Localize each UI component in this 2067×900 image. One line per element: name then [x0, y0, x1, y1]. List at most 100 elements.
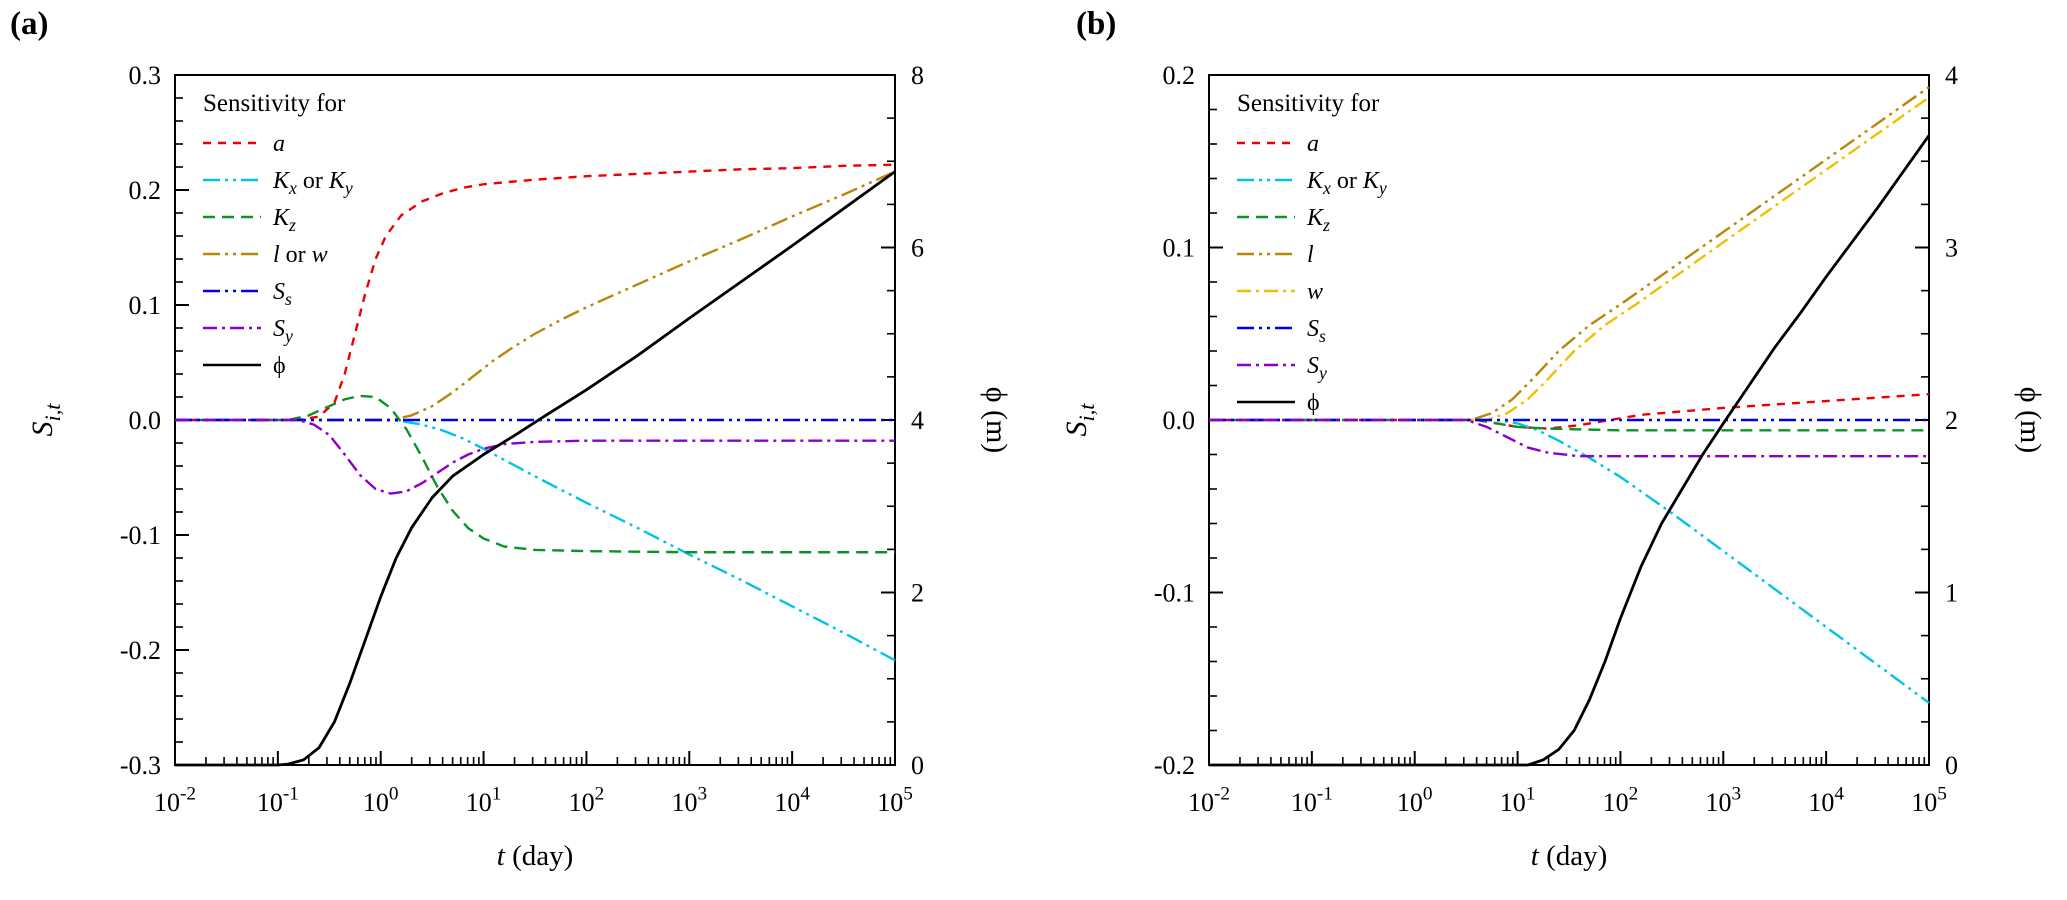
legend-label-kxky: Kx or Ky [1306, 168, 1387, 198]
y-left-tick-label: -0.2 [120, 636, 161, 665]
y-right-tick-label: 0 [911, 751, 924, 780]
y-right-tick-label: 4 [1945, 61, 1958, 90]
panel-b-label: (b) [1076, 6, 1117, 42]
series-group [1209, 86, 1931, 767]
chart-panel-a: 10-2 10-1 100 101 102 103 104 105 t (day) -0.3 -0.… [26, 61, 1013, 872]
legend-entry-kz: Kz [1237, 205, 1330, 235]
x-tick-label: 102 [1603, 783, 1639, 817]
x-tick-label: 105 [1911, 783, 1947, 817]
legend-entry-kxky: Kx or Ky [203, 168, 353, 198]
y-left-axis-title: Si,t [26, 403, 65, 437]
series-w-line [1209, 96, 1930, 422]
x-tick-label: 101 [466, 783, 502, 817]
legend-label-w: w [1307, 279, 1323, 305]
x-axis-title: t (day) [1531, 840, 1608, 872]
y-right-ticks: 0 1 2 3 4 [1915, 61, 1958, 780]
legend-entry-kz: Kz [203, 205, 296, 235]
legend-entry-phi: ϕ [1237, 390, 1320, 416]
series-sy-line [175, 418, 895, 495]
legend-label-a: a [1307, 131, 1319, 157]
y-left-tick-label: -0.1 [120, 521, 161, 550]
y-right-tick-label: 3 [1945, 234, 1958, 263]
y-left-tick-label: 0.3 [129, 61, 162, 90]
y-left-ticks: -0.2 -0.1 0.0 0.1 0.2 [1154, 61, 1223, 780]
y-left-tick-label: 0.1 [129, 291, 162, 320]
x-tick-label: 101 [1500, 783, 1536, 817]
x-tick-label: 100 [363, 783, 399, 817]
legend-label-lw: l or w [273, 242, 328, 268]
legend-entry-l: l [1237, 242, 1314, 268]
y-left-tick-label: -0.3 [120, 751, 161, 780]
legend: Sensitivity for a Kx or Ky Kz l or w Ss Sy ϕ [203, 90, 353, 379]
y-left-tick-label: 0.0 [1163, 406, 1196, 435]
legend-entry-w: w [1237, 279, 1323, 305]
x-tick-label: 10-1 [1291, 783, 1333, 817]
series-sy-line [1209, 418, 1929, 458]
series-phi-line [1209, 134, 1931, 767]
legend-entry-sy: Sy [1237, 353, 1327, 383]
x-tick-label: 10-2 [1188, 783, 1230, 817]
legend-title: Sensitivity for [1237, 90, 1380, 117]
legend-title: Sensitivity for [203, 90, 346, 117]
legend-entry-ss: Ss [203, 279, 292, 309]
legend: Sensitivity for a Kx or Ky Kz lw Ss Sy ϕ [1237, 90, 1387, 416]
legend-entry-sy: Sy [203, 316, 293, 346]
y-left-tick-label: 0.2 [129, 176, 162, 205]
x-axis-ticks: 10-2 10-1 100 101 102 103 104 105 [1188, 751, 1947, 817]
legend-entry-a: a [203, 131, 285, 157]
legend-entry-phi: ϕ [203, 353, 286, 379]
series-kz-line [175, 394, 895, 554]
x-tick-label: 10-1 [257, 783, 299, 817]
y-right-tick-label: 8 [911, 61, 924, 90]
y-left-tick-label: 0.1 [1163, 234, 1196, 263]
legend-label-phi: ϕ [1307, 390, 1320, 416]
x-tick-label: 103 [671, 783, 707, 817]
y-left-tick-label: -0.1 [1154, 579, 1195, 608]
legend-label-a: a [273, 131, 285, 157]
y-right-axis-title: ϕ (m) [980, 387, 1013, 454]
y-right-tick-label: 1 [1945, 579, 1958, 608]
x-tick-label: 102 [569, 783, 605, 817]
legend-label-kz: Kz [1306, 205, 1330, 235]
series-a-line [175, 163, 896, 422]
legend-label-ss: Ss [1307, 316, 1326, 346]
series-lw-line [175, 170, 896, 422]
legend-label-sy: Sy [273, 316, 293, 346]
y-right-tick-label: 0 [1945, 751, 1958, 780]
legend-label-kxky: Kx or Ky [272, 168, 353, 198]
y-right-ticks: 0 2 4 6 8 [881, 61, 924, 780]
legend-entry-ss: Ss [1237, 316, 1326, 346]
y-right-axis-title: ϕ (m) [2014, 387, 2047, 454]
x-tick-label: 104 [1808, 783, 1844, 817]
legend-label-phi: ϕ [273, 353, 286, 379]
y-right-tick-label: 2 [1945, 406, 1958, 435]
legend-label-kz: Kz [272, 205, 296, 235]
series-l-line [1209, 86, 1930, 422]
legend-entry-lw: l or w [203, 242, 328, 268]
legend-label-ss: Ss [273, 279, 292, 309]
x-tick-label: 105 [877, 783, 913, 817]
y-left-axis-title: Si,t [1060, 403, 1099, 437]
panel-a-label: (a) [10, 6, 49, 42]
legend-entry-kxky: Kx or Ky [1237, 168, 1387, 198]
series-phi-line [175, 170, 896, 767]
x-tick-label: 100 [1397, 783, 1433, 817]
legend-label-l: l [1307, 242, 1314, 268]
y-left-ticks: -0.3 -0.2 -0.1 0.0 0.1 0.2 0.3 [120, 61, 189, 780]
x-tick-label: 104 [774, 783, 810, 817]
x-axis-ticks: 10-2 10-1 100 101 102 103 104 105 [154, 751, 913, 817]
y-right-tick-label: 6 [911, 234, 924, 263]
legend-label-sy: Sy [1307, 353, 1327, 383]
series-kxky-line [1209, 418, 1930, 704]
y-right-tick-label: 4 [911, 406, 924, 435]
series-kxky-line [175, 418, 896, 662]
y-left-tick-label: 0.2 [1163, 61, 1196, 90]
x-axis-title: t (day) [497, 840, 574, 872]
y-right-tick-label: 2 [911, 579, 924, 608]
legend-entry-a: a [1237, 131, 1319, 157]
series-group [175, 163, 896, 767]
x-tick-label: 10-2 [154, 783, 196, 817]
x-tick-label: 103 [1705, 783, 1741, 817]
